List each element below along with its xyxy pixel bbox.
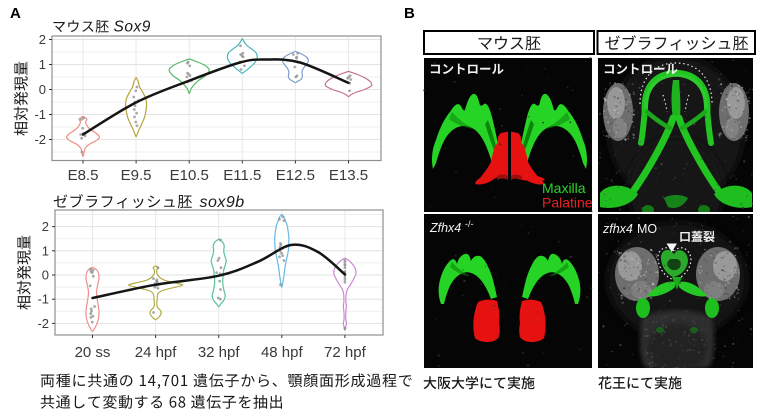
svg-text:E10.5: E10.5: [170, 167, 209, 184]
svg-text:E13.5: E13.5: [329, 167, 368, 184]
svg-text:Zfhx4: Zfhx4: [429, 221, 461, 235]
svg-text:0: 0: [39, 82, 46, 97]
svg-text:A: A: [10, 5, 21, 22]
svg-text:-1: -1: [37, 292, 49, 307]
svg-text:-/-: -/-: [465, 219, 474, 229]
svg-text:24 hpf: 24 hpf: [135, 344, 178, 361]
svg-text:32 hpf: 32 hpf: [198, 344, 241, 361]
svg-text:1: 1: [39, 57, 46, 72]
svg-text:zfhx4: zfhx4: [602, 222, 633, 236]
svg-text:B: B: [404, 5, 415, 22]
svg-text:20 ss: 20 ss: [75, 344, 111, 361]
svg-text:48 hpf: 48 hpf: [261, 344, 304, 361]
svg-text:72 hpf: 72 hpf: [324, 344, 367, 361]
svg-text:-2: -2: [37, 316, 49, 331]
svg-text:Sox9: Sox9: [114, 19, 151, 36]
svg-text:2: 2: [39, 32, 46, 47]
svg-text:Palatine: Palatine: [542, 195, 593, 211]
svg-text:E11.5: E11.5: [223, 167, 261, 184]
svg-text:-1: -1: [34, 107, 46, 122]
svg-text:sox9b: sox9b: [200, 194, 245, 211]
svg-text:MO: MO: [637, 222, 657, 236]
svg-text:2: 2: [42, 219, 49, 234]
svg-text:-2: -2: [34, 132, 46, 147]
svg-text:E12.5: E12.5: [276, 167, 315, 184]
svg-text:E8.5: E8.5: [68, 167, 99, 184]
svg-text:Maxilla: Maxilla: [542, 180, 586, 196]
svg-text:0: 0: [42, 268, 49, 283]
svg-text:1: 1: [42, 243, 49, 258]
svg-text:E9.5: E9.5: [121, 167, 152, 184]
